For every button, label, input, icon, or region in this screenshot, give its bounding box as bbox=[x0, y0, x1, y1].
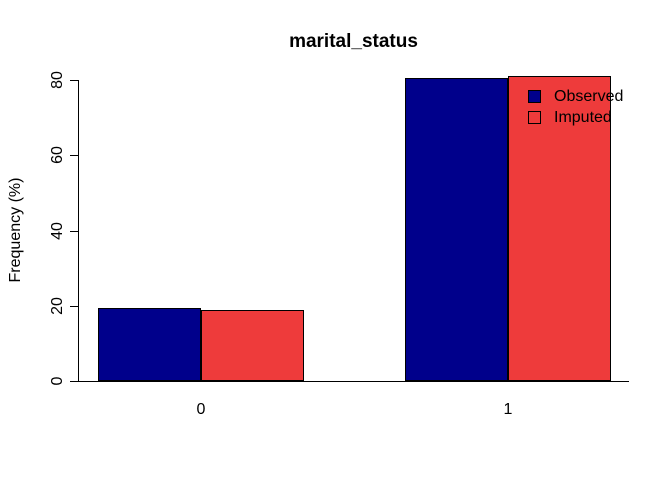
bar-observed-category-0 bbox=[98, 308, 201, 381]
legend-label-observed: Observed bbox=[554, 87, 624, 105]
bar-imputed-category-1 bbox=[508, 76, 611, 381]
y-axis-tick-label: 20 bbox=[49, 296, 66, 315]
legend: Observed Imputed bbox=[528, 88, 623, 130]
x-axis-category-label: 1 bbox=[503, 401, 513, 418]
x-axis-line bbox=[70, 381, 629, 382]
y-axis-tick-label: 60 bbox=[49, 146, 66, 165]
y-axis-line bbox=[78, 80, 79, 382]
y-axis-tick-label: 40 bbox=[49, 221, 66, 240]
chart-title: marital_status bbox=[289, 31, 418, 52]
y-axis-tick-label: 80 bbox=[49, 71, 66, 89]
y-axis-tick bbox=[70, 230, 78, 232]
legend-item-imputed: Imputed bbox=[528, 109, 623, 126]
y-axis-tick bbox=[70, 305, 78, 307]
y-axis-tick bbox=[70, 155, 78, 157]
y-axis-tick-label: 0 bbox=[49, 376, 66, 386]
y-axis-tick bbox=[70, 381, 78, 382]
legend-label-imputed: Imputed bbox=[554, 108, 612, 126]
legend-swatch-imputed bbox=[528, 111, 541, 124]
legend-item-observed: Observed bbox=[528, 88, 623, 105]
x-axis-category-label: 0 bbox=[196, 401, 206, 418]
y-axis-tick bbox=[70, 80, 78, 81]
y-axis-label: Frequency (%) bbox=[7, 177, 24, 283]
legend-swatch-observed bbox=[528, 90, 541, 103]
bar-observed-category-1 bbox=[405, 78, 508, 381]
bar-imputed-category-0 bbox=[201, 310, 304, 381]
